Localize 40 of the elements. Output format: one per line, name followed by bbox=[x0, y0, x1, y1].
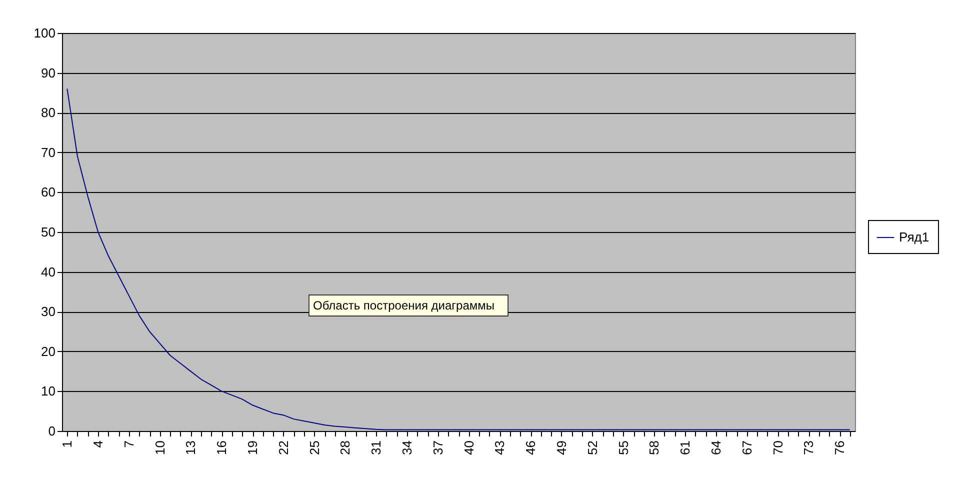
x-tick-label: 22 bbox=[276, 440, 291, 455]
y-tick-label: 40 bbox=[41, 264, 56, 280]
x-tick-label: 49 bbox=[554, 440, 569, 455]
y-tick-label: 30 bbox=[41, 304, 56, 320]
line-series bbox=[66, 88, 850, 430]
y-tick-label: 60 bbox=[41, 184, 56, 200]
y-tick-label: 0 bbox=[48, 424, 56, 438]
x-tick-label: 43 bbox=[492, 440, 508, 455]
x-tick-label: 10 bbox=[152, 440, 168, 455]
x-tick-label: 55 bbox=[616, 440, 631, 455]
x-tick-label: 61 bbox=[678, 440, 693, 455]
x-tick-label: 16 bbox=[214, 440, 230, 455]
y-tick-label: 80 bbox=[41, 105, 56, 120]
y-tick-label: 70 bbox=[41, 144, 56, 160]
x-tick-label: 7 bbox=[121, 440, 136, 448]
x-tick-label: 28 bbox=[338, 440, 353, 455]
x-tick-label: 37 bbox=[430, 440, 446, 455]
legend-label: Ряд1 bbox=[899, 230, 930, 244]
y-tick-label: 90 bbox=[41, 65, 56, 80]
x-tick-label: 70 bbox=[770, 440, 786, 455]
x-tick-label: 52 bbox=[584, 440, 600, 455]
x-tick-label: 76 bbox=[832, 440, 848, 455]
y-tick-label: 10 bbox=[41, 384, 56, 399]
x-tick-label: 58 bbox=[646, 440, 662, 455]
y-tick-label: 50 bbox=[41, 224, 56, 240]
x-tick-label: 1 bbox=[60, 440, 75, 448]
x-tick-label: 73 bbox=[801, 440, 816, 455]
y-tick-label: 100 bbox=[34, 26, 56, 40]
x-tick-label: 46 bbox=[523, 440, 538, 455]
x-tick-label: 31 bbox=[368, 440, 384, 455]
x-tick-label: 67 bbox=[739, 440, 754, 455]
x-tick-label: 19 bbox=[245, 440, 260, 455]
x-tick-label: 40 bbox=[461, 440, 476, 455]
x-tick-label: 4 bbox=[90, 440, 106, 448]
y-tick-label: 20 bbox=[41, 344, 56, 359]
x-tick-label: 34 bbox=[400, 440, 415, 455]
x-tick-label: 64 bbox=[708, 440, 724, 455]
x-tick-label: 25 bbox=[306, 440, 322, 455]
x-tick-label: 13 bbox=[183, 440, 198, 455]
annotation: Область построения диаграммы bbox=[313, 298, 495, 312]
